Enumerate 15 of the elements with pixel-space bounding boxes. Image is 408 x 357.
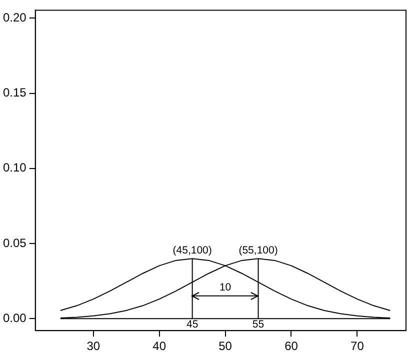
annotation: (55,100) [238,244,278,256]
annotation: (45,100) [172,244,212,256]
y-tick-label: 0.00 [2,310,27,325]
annotation: 45 [186,318,198,331]
x-tick-label: 40 [152,339,166,354]
y-tick-label: 0.10 [2,160,27,175]
x-tick-label: 30 [86,339,100,354]
annotation: 55 [252,318,264,331]
annotation: 10 [219,282,232,294]
x-tick-label: 50 [218,339,232,354]
x-tick-label: 60 [284,339,298,354]
y-tick-label: 0.05 [2,236,27,250]
y-tick-label: 0.15 [2,86,27,100]
x-tick-label: 70 [350,339,364,354]
y-tick-label: 0.20 [2,10,27,24]
